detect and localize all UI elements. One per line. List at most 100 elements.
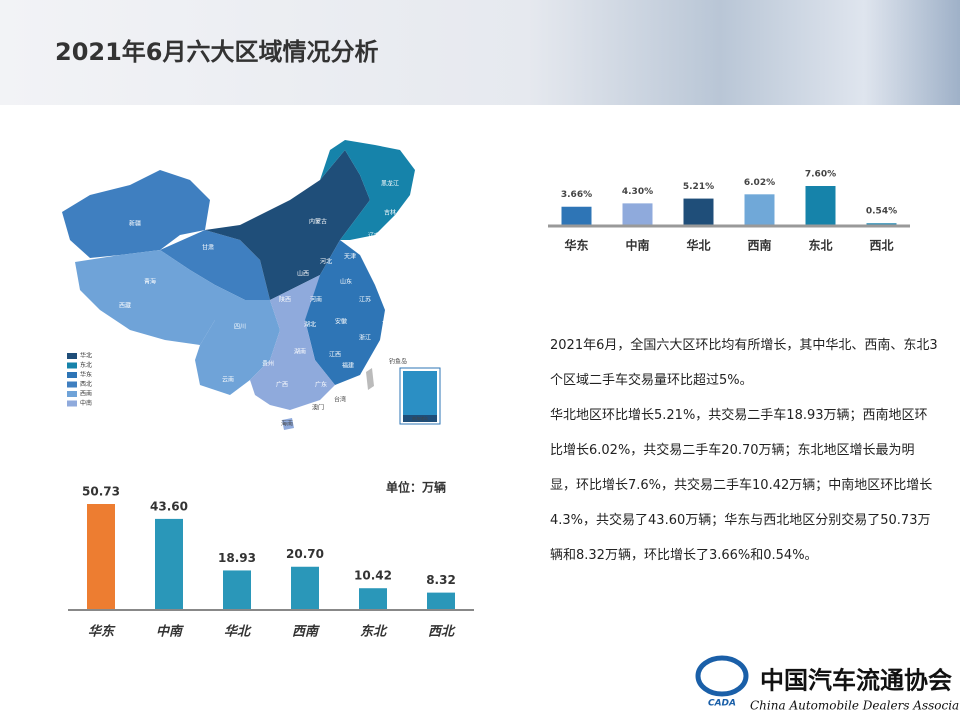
map-label: 河南: [310, 296, 322, 304]
map-label: 江苏: [359, 296, 371, 304]
map-label: 澳门: [312, 404, 324, 412]
unit-label: 单位：万辆: [386, 480, 446, 495]
island: [282, 418, 294, 430]
value-label: 4.30%: [622, 187, 653, 197]
region-central-south: [250, 275, 335, 410]
value-label: 8.32: [426, 573, 456, 587]
value-label: 43.60: [150, 499, 188, 513]
value-label: 0.54%: [866, 207, 897, 217]
bar: [359, 588, 387, 610]
map-label: 贵州: [262, 360, 274, 368]
logo-english: China Automobile Dealers Association: [750, 699, 960, 713]
legend-swatch: [67, 372, 77, 378]
map-label: 辽宁: [368, 232, 380, 240]
bar: [223, 570, 251, 610]
category-label: 中南: [156, 624, 184, 640]
map-label: 钓鱼岛: [389, 358, 407, 366]
region-southwest: [195, 285, 280, 395]
category-label: 西南: [292, 624, 320, 640]
header-band: [0, 0, 960, 105]
map-label: 浙江: [359, 334, 371, 342]
legend-label: 中南: [80, 399, 92, 407]
category-label: 东北: [360, 624, 388, 640]
map-label: 云南: [222, 376, 234, 384]
paragraph: 华北地区环比增长5.21%，共交易二手车18.93万辆；西南地区环比增长6.02…: [550, 408, 933, 563]
paragraph: 2021年6月，全国六大区环比均有所增长，其中华北、西南、东北3个区域二手车交易…: [550, 338, 938, 388]
logo-mark: CADA: [708, 699, 736, 709]
category-label: 西北: [869, 238, 893, 253]
map-label: 江西: [329, 352, 341, 359]
bar: [622, 203, 653, 226]
bar: [805, 186, 836, 226]
map-label: 南海诸岛: [412, 415, 428, 421]
map-label: 上海: [382, 316, 394, 324]
map-label: 海南: [281, 420, 293, 428]
region-north: [205, 150, 370, 300]
legend-label: 西南: [80, 390, 92, 398]
legend-swatch: [67, 400, 77, 407]
map-label: 湖南: [294, 348, 306, 356]
value-label: 3.66%: [561, 190, 592, 200]
map-label: 西藏: [119, 302, 131, 310]
map-label: 四川: [234, 324, 246, 331]
category-label: 华东: [88, 624, 116, 640]
legend-label: 华北: [80, 352, 92, 360]
map-label: 台湾: [334, 396, 346, 404]
legend-swatch: [67, 353, 77, 359]
bar: [427, 592, 455, 610]
category-label: 西南: [747, 238, 771, 253]
legend-swatch: [67, 391, 77, 397]
inset-sea: [403, 371, 437, 415]
logo: CADA 中国汽车流通协会 China Automobile Dealers A…: [695, 655, 960, 713]
map-label: 青海: [144, 278, 156, 286]
value-label: 5.21%: [683, 182, 714, 192]
category-label: 华北: [686, 238, 710, 253]
map-label: 陕西: [279, 296, 291, 304]
bar: [683, 198, 714, 226]
map-label: 黑龙江: [381, 180, 399, 188]
map-label: 天津: [344, 254, 356, 261]
category-label: 东北: [808, 238, 832, 253]
category-label: 中南: [625, 238, 649, 253]
region-southwest: [75, 250, 215, 345]
logo-name: 中国汽车流通协会: [760, 666, 952, 695]
value-label: 20.70: [286, 547, 324, 561]
legend-label: 西北: [80, 380, 92, 388]
bar: [561, 206, 592, 226]
region-northwest: [160, 230, 270, 300]
value-label: 7.60%: [805, 170, 836, 180]
map-label: 山西: [297, 270, 309, 278]
value-label: 18.93: [218, 551, 256, 565]
bar: [291, 566, 319, 610]
analysis-text: 2021年6月，全国六大区环比均有所增长，其中华北、西南、东北3个区域二手车交易…: [550, 328, 940, 573]
value-label: 10.42: [354, 569, 392, 583]
map-label: 福建: [342, 362, 354, 370]
category-label: 华东: [564, 238, 588, 253]
region-northwest: [62, 170, 210, 258]
map-label: 河北: [320, 258, 332, 266]
map-label: 安徽: [335, 318, 347, 326]
bar: [744, 194, 775, 226]
region-east: [300, 240, 385, 385]
inset-caption: [403, 415, 437, 422]
map-label: 广西: [276, 381, 288, 389]
legend-label: 华东: [80, 371, 92, 379]
map-label: 广东: [315, 381, 327, 389]
map-label: 湖北: [304, 321, 316, 329]
value-label: 6.02%: [744, 178, 775, 188]
region-northeast: [320, 140, 415, 240]
category-label: 西北: [428, 625, 456, 640]
map-label: 内蒙古: [309, 218, 327, 226]
map-label: 吉林: [384, 209, 396, 217]
map-label: 新疆: [129, 220, 141, 228]
logo-emblem: [695, 655, 749, 697]
value-label: 50.73: [82, 485, 120, 499]
legend-label: 东北: [80, 361, 92, 369]
category-label: 华北: [224, 624, 252, 640]
legend-swatch: [67, 381, 77, 388]
map-label: 山东: [340, 278, 352, 286]
map-label: 甘肃: [202, 244, 214, 252]
bar: [87, 504, 115, 610]
